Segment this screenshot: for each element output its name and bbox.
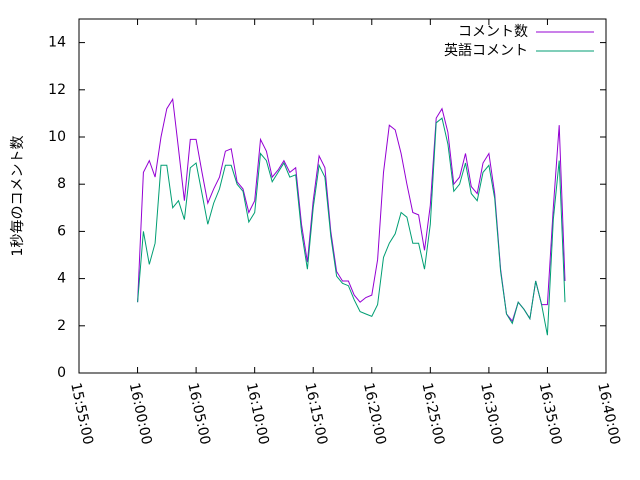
x-tick-label: 15:55:00	[67, 381, 96, 446]
y-axis-label: 1秒毎のコメント数	[10, 136, 26, 257]
y-tick-label: 10	[48, 129, 66, 145]
y-tick-label: 2	[57, 318, 66, 334]
x-tick-label: 16:25:00	[419, 381, 448, 446]
x-tick-label: 16:20:00	[360, 381, 389, 446]
legend-label: コメント数	[458, 24, 528, 40]
series-line	[137, 117, 566, 336]
legend-label: 英語コメント	[444, 42, 528, 59]
plot-border	[78, 18, 607, 374]
x-tick-label: 16:10:00	[243, 381, 272, 446]
y-tick-label: 14	[48, 35, 66, 51]
x-tick-label: 16:35:00	[536, 381, 565, 446]
x-tick-label: 16:05:00	[184, 381, 213, 446]
y-tick-label: 6	[57, 223, 66, 239]
series-line	[137, 97, 566, 323]
x-tick-label: 16:40:00	[594, 381, 623, 446]
y-tick-label: 12	[48, 82, 66, 98]
x-tick-label: 16:15:00	[301, 381, 330, 446]
y-tick-label: 8	[57, 176, 66, 192]
x-tick-label: 16:00:00	[126, 381, 155, 446]
y-tick-label: 0	[57, 365, 66, 381]
y-tick-label: 4	[57, 271, 66, 287]
x-tick-label: 16:30:00	[477, 381, 506, 446]
